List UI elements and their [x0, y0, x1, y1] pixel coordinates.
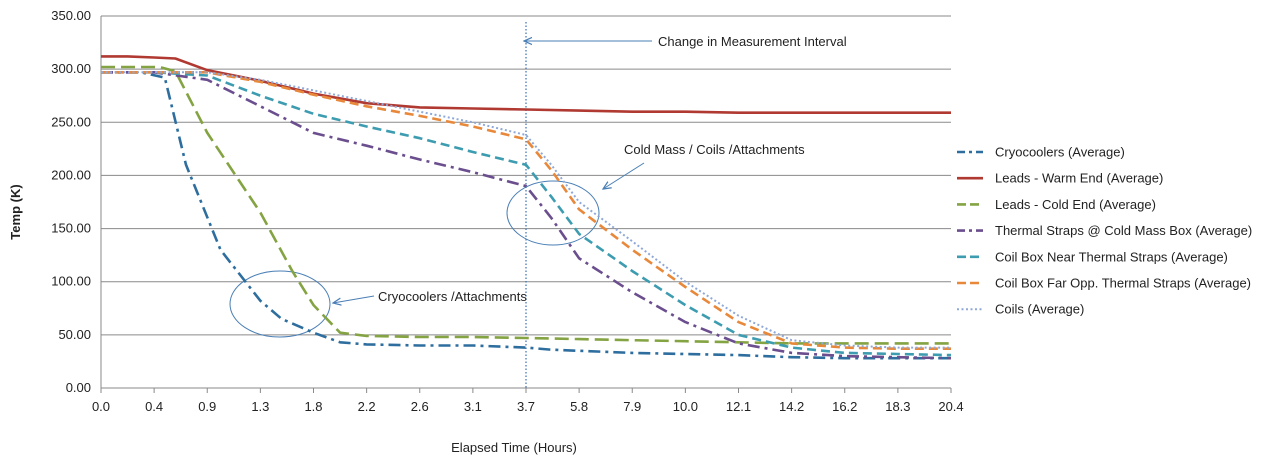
y-axis-ticks: 0.00 50.00 100.00 150.00 200.00 250.00 300.00 3… [51, 8, 91, 395]
gridlines [101, 15, 951, 336]
x-tick-label: 7.9 [623, 399, 641, 414]
y-tick-label: 200.00 [51, 167, 91, 182]
x-tick-label: 5.8 [570, 399, 588, 414]
x-tick-label: 2.6 [411, 399, 429, 414]
x-axis-ticks: 0.0 0.4 0.9 1.3 1.8 2.2 2.6 3.1 3.7 5.8 7.9 10.0 12.… [92, 388, 964, 414]
x-axis-title: Elapsed Time (Hours) [451, 440, 577, 455]
legend-label: Thermal Straps @ Cold Mass Box (Average) [995, 223, 1252, 238]
x-tick-label: 1.3 [251, 399, 269, 414]
series-lines [101, 55, 952, 360]
annotation-shapes [229, 22, 652, 388]
legend-label: Coils (Average) [995, 302, 1084, 317]
legend: Cryocoolers (Average) Leads - Warm End (A… [957, 145, 1252, 317]
y-tick-label: 250.00 [51, 114, 91, 129]
x-tick-label: 18.3 [885, 399, 910, 414]
series-line-7 [101, 71, 951, 349]
series-line-1 [101, 71, 951, 360]
series-line-5 [101, 71, 952, 357]
x-tick-label: 1.8 [304, 399, 322, 414]
y-axis-title: Temp (K) [8, 184, 23, 239]
legend-label: Coil Box Far Opp. Thermal Straps (Averag… [995, 276, 1251, 291]
x-tick-label: 0.9 [198, 399, 216, 414]
y-tick-label: 50.00 [58, 327, 91, 342]
x-tick-label: 2.2 [358, 399, 376, 414]
annotation-measurement-interval: Change in Measurement Interval [658, 34, 847, 49]
annotation-cryocoolers: Cryocoolers /Attachments [378, 289, 527, 304]
x-tick-label: 16.2 [832, 399, 857, 414]
x-tick-label: 0.0 [92, 399, 110, 414]
x-tick-label: 3.7 [517, 399, 535, 414]
x-tick-label: 12.1 [726, 399, 751, 414]
legend-label: Coil Box Near Thermal Straps (Average) [995, 249, 1228, 264]
x-tick-label: 20.4 [938, 399, 963, 414]
legend-label: Leads - Cold End (Average) [995, 197, 1156, 212]
arrow-cold-mass [603, 162, 645, 189]
y-tick-label: 0.00 [66, 380, 91, 395]
annotation-cold-mass: Cold Mass / Coils /Attachments [624, 142, 805, 157]
series-line-3 [101, 65, 951, 345]
y-tick-label: 150.00 [51, 221, 91, 236]
series-line-2 [101, 55, 951, 114]
series-line-6 [101, 71, 951, 350]
ellipse-cold-mass [506, 180, 600, 246]
x-tick-label: 10.0 [673, 399, 698, 414]
x-tick-label: 3.1 [464, 399, 482, 414]
x-tick-label: 14.2 [779, 399, 804, 414]
y-tick-label: 350.00 [51, 8, 91, 23]
arrow-cryocoolers [333, 295, 375, 303]
legend-label: Leads - Warm End (Average) [995, 171, 1163, 186]
x-tick-label: 0.4 [145, 399, 163, 414]
legend-label: Cryocoolers (Average) [995, 145, 1125, 160]
ellipse-cryocoolers [229, 270, 331, 338]
y-tick-label: 100.00 [51, 274, 91, 289]
series-line-4 [101, 71, 952, 360]
y-tick-label: 300.00 [51, 61, 91, 76]
